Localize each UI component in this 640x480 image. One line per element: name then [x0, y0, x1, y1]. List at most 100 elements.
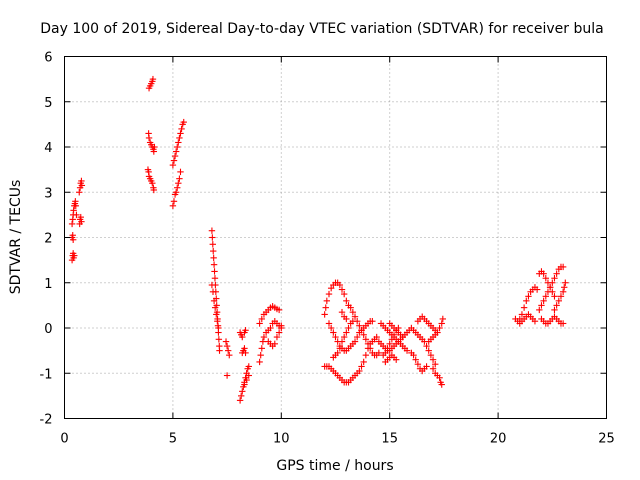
data-point — [259, 338, 267, 345]
y-tick-label: 6 — [44, 51, 52, 66]
data-point — [223, 372, 231, 379]
data-point — [177, 168, 184, 176]
data-point — [540, 297, 547, 305]
data-point — [258, 315, 265, 323]
data-points — [68, 75, 569, 404]
data-point — [170, 157, 178, 164]
data-point — [210, 254, 217, 262]
data-point — [353, 333, 361, 341]
data-point — [78, 182, 86, 189]
data-point — [549, 279, 556, 286]
data-point — [260, 333, 268, 341]
data-point — [518, 311, 526, 318]
data-point — [222, 338, 230, 345]
data-point — [172, 148, 180, 155]
data-point — [321, 311, 328, 318]
y-tick-label: 0 — [44, 322, 52, 337]
data-point — [211, 304, 219, 311]
data-point — [323, 297, 331, 305]
data-point — [68, 220, 76, 228]
data-point — [423, 342, 430, 350]
data-point — [559, 320, 567, 327]
data-point — [177, 130, 184, 137]
data-point — [562, 279, 569, 286]
y-tick-label: 1 — [44, 277, 52, 292]
data-point — [150, 148, 158, 155]
data-point — [347, 304, 354, 311]
data-point — [226, 351, 233, 359]
data-point — [410, 351, 417, 359]
data-point — [438, 381, 445, 388]
x-tick-label: 15 — [381, 432, 398, 447]
data-point — [149, 180, 156, 187]
data-point — [213, 311, 220, 318]
data-point — [176, 175, 183, 182]
data-point — [208, 281, 216, 289]
data-point — [245, 372, 252, 379]
data-point — [559, 263, 567, 271]
data-point — [275, 306, 283, 314]
data-point — [72, 202, 79, 210]
data-point — [432, 361, 439, 368]
data-point — [267, 324, 274, 332]
data-point — [174, 184, 181, 191]
data-point — [256, 358, 263, 366]
data-point — [237, 392, 245, 400]
data-point — [561, 284, 568, 291]
data-point — [403, 347, 411, 354]
data-point — [533, 286, 541, 293]
data-point — [439, 315, 447, 323]
data-point — [388, 336, 396, 343]
grid-lines — [64, 56, 607, 419]
data-point — [553, 270, 560, 277]
data-point — [336, 281, 344, 289]
data-point — [338, 308, 346, 316]
data-point — [209, 241, 216, 248]
data-point — [176, 134, 183, 142]
data-point — [429, 365, 437, 372]
data-point — [542, 275, 549, 282]
data-point — [241, 381, 248, 388]
x-tick-labels: 0 5 10 15 20 25 — [60, 432, 614, 447]
data-point — [525, 293, 532, 300]
data-point — [256, 320, 263, 327]
data-point — [330, 329, 337, 336]
data-point — [546, 284, 554, 291]
data-point — [338, 286, 346, 293]
data-point — [414, 361, 422, 368]
data-point — [336, 345, 344, 352]
data-point — [343, 329, 350, 336]
data-point — [382, 349, 389, 357]
data-point — [322, 304, 329, 311]
data-point — [178, 125, 185, 133]
data-point — [551, 293, 558, 300]
data-point — [216, 347, 223, 354]
data-point — [340, 333, 348, 341]
data-point — [211, 275, 219, 282]
data-point — [553, 302, 560, 309]
data-point — [239, 388, 246, 395]
data-point — [356, 367, 363, 375]
data-point — [174, 143, 181, 151]
data-point — [71, 252, 78, 259]
data-point — [151, 143, 158, 151]
data-point — [175, 180, 182, 187]
data-point — [236, 397, 244, 404]
y-tick-label: 3 — [44, 186, 52, 201]
data-point — [242, 349, 249, 357]
data-point — [358, 363, 365, 370]
data-point — [208, 227, 216, 234]
data-point — [215, 336, 223, 343]
data-point — [325, 290, 333, 298]
data-point — [273, 333, 281, 341]
data-point — [423, 363, 430, 370]
data-point — [356, 322, 363, 329]
x-axis-label: GPS time / hours — [276, 458, 393, 474]
x-tick-label: 20 — [490, 432, 507, 447]
data-point — [557, 293, 565, 300]
data-point — [332, 333, 339, 341]
y-tick-label: 4 — [44, 141, 52, 156]
data-point — [542, 293, 549, 300]
data-point — [78, 218, 85, 225]
data-point — [211, 268, 218, 275]
